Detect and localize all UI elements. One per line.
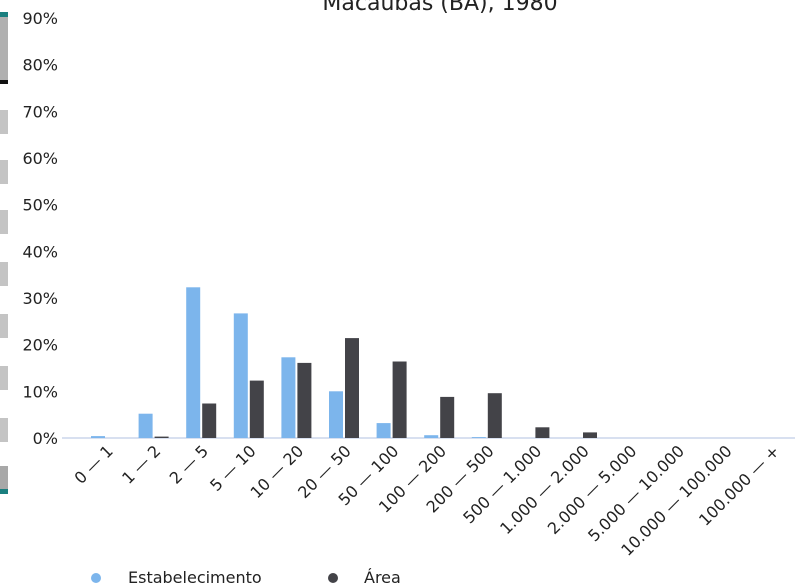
y-tick-label: 20%: [22, 336, 58, 355]
bar-area[interactable]: [392, 361, 407, 439]
y-tick-label: 50%: [22, 196, 58, 215]
bar-estabelecimento[interactable]: [471, 437, 486, 438]
y-tick-label: 30%: [22, 289, 58, 308]
legend-label-area: Área: [364, 568, 401, 587]
bar-area[interactable]: [440, 396, 455, 438]
bar-estabelecimento[interactable]: [186, 287, 201, 438]
y-tick-label: 70%: [22, 102, 58, 121]
legend-marker-estabelecimento: [91, 573, 101, 583]
bars: [91, 287, 597, 438]
y-tick-label: 10%: [22, 382, 58, 401]
bar-area[interactable]: [154, 436, 169, 438]
y-tick-label: 90%: [22, 9, 58, 28]
bar-area[interactable]: [249, 380, 264, 438]
y-axis: 0% 10% 20% 30% 40% 50% 60% 70% 80% 90%: [22, 9, 58, 448]
legend-label-estabelecimento: Estabelecimento: [128, 568, 262, 587]
bar-area[interactable]: [487, 393, 502, 438]
legend-marker-area: [328, 573, 338, 583]
x-tick-label: 2 — 5: [166, 441, 212, 487]
legend-item-estabelecimento[interactable]: Estabelecimento: [91, 568, 262, 587]
bar-area[interactable]: [202, 403, 217, 439]
legend: Estabelecimento Área: [91, 568, 401, 587]
bar-estabelecimento[interactable]: [138, 413, 153, 438]
bar-estabelecimento[interactable]: [91, 436, 105, 438]
bar-estabelecimento[interactable]: [281, 357, 296, 438]
bar-area[interactable]: [583, 432, 597, 438]
bar-estabelecimento[interactable]: [376, 423, 391, 438]
bar-area[interactable]: [297, 362, 312, 438]
y-tick-label: 0%: [33, 429, 58, 448]
chart-title: Macaúbas (BA), 1980: [322, 0, 557, 16]
bar-estabelecimento[interactable]: [424, 435, 439, 438]
bar-area[interactable]: [535, 427, 550, 438]
y-tick-label: 60%: [22, 149, 58, 168]
y-tick-label: 80%: [22, 56, 58, 75]
x-tick-label: 0 — 1: [70, 441, 116, 487]
bar-estabelecimento[interactable]: [233, 313, 248, 438]
scroll-indicator[interactable]: [0, 12, 8, 494]
legend-item-area[interactable]: Área: [328, 568, 401, 587]
y-tick-label: 40%: [22, 242, 58, 261]
bar-estabelecimento[interactable]: [329, 391, 343, 438]
x-tick-label: 1 — 2: [118, 441, 164, 487]
bar-area[interactable]: [345, 338, 359, 438]
